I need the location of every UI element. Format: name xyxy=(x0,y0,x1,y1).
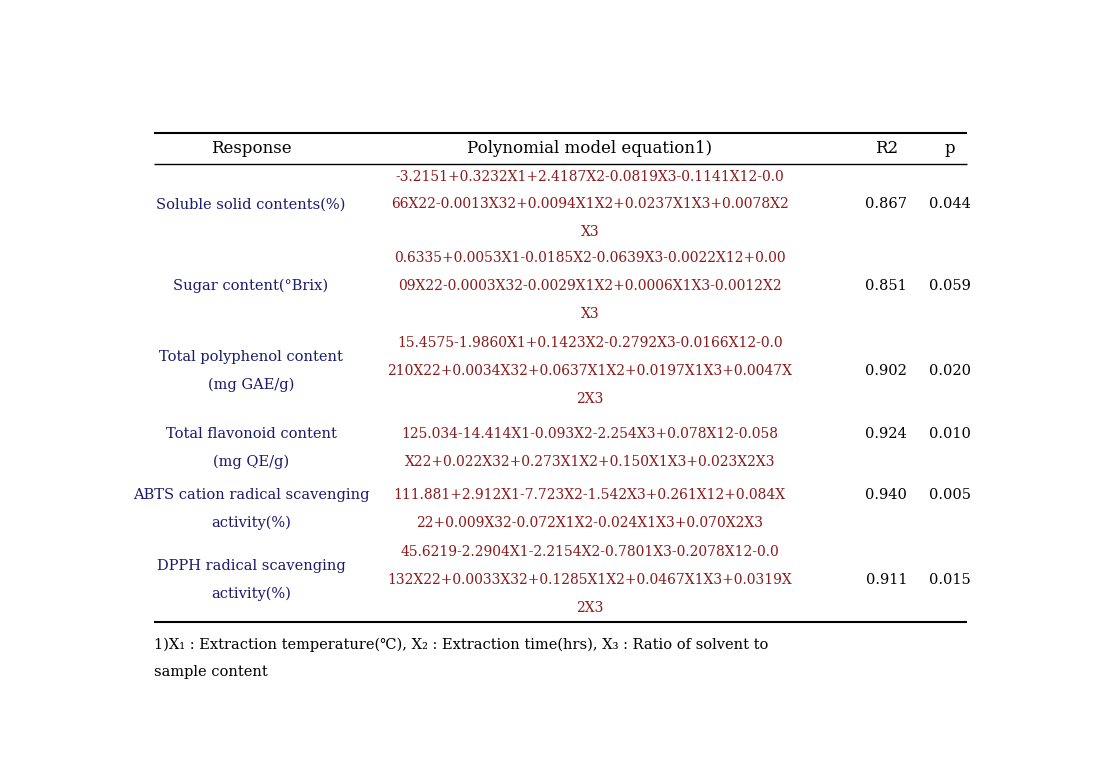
Text: Soluble solid contents(%): Soluble solid contents(%) xyxy=(156,198,345,211)
Text: 0.059: 0.059 xyxy=(929,279,971,293)
Text: Total flavonoid content: Total flavonoid content xyxy=(165,426,337,441)
Text: 22+0.009X32-0.072X1X2-0.024X1X3+0.070X2X3: 22+0.009X32-0.072X1X2-0.024X1X3+0.070X2X… xyxy=(416,516,763,530)
Text: R2: R2 xyxy=(874,140,897,157)
Text: p: p xyxy=(944,140,955,157)
Text: 111.881+2.912X1-7.723X2-1.542X3+0.261X12+0.084X: 111.881+2.912X1-7.723X2-1.542X3+0.261X12… xyxy=(393,488,786,502)
Text: 0.851: 0.851 xyxy=(866,279,907,293)
Text: 0.010: 0.010 xyxy=(929,426,971,441)
Text: 0.005: 0.005 xyxy=(929,488,971,502)
Text: 15.4575-1.9860X1+0.1423X2-0.2792X3-0.0166X12-0.0: 15.4575-1.9860X1+0.1423X2-0.2792X3-0.016… xyxy=(397,336,783,350)
Text: DPPH radical scavenging: DPPH radical scavenging xyxy=(156,559,345,573)
Text: activity(%): activity(%) xyxy=(211,587,291,601)
Text: 09X22-0.0003X32-0.0029X1X2+0.0006X1X3-0.0012X2: 09X22-0.0003X32-0.0029X1X2+0.0006X1X3-0.… xyxy=(398,279,781,293)
Text: (mg QE/g): (mg QE/g) xyxy=(213,455,289,469)
Text: Sugar content(°Brix): Sugar content(°Brix) xyxy=(174,278,329,293)
Text: 2X3: 2X3 xyxy=(576,601,603,615)
Text: Total polyphenol content: Total polyphenol content xyxy=(160,350,343,365)
Text: 0.044: 0.044 xyxy=(929,198,971,211)
Text: X22+0.022X32+0.273X1X2+0.150X1X3+0.023X2X3: X22+0.022X32+0.273X1X2+0.150X1X3+0.023X2… xyxy=(404,455,775,469)
Text: activity(%): activity(%) xyxy=(211,516,291,530)
Text: 66X22-0.0013X32+0.0094X1X2+0.0237X1X3+0.0078X2: 66X22-0.0013X32+0.0094X1X2+0.0237X1X3+0.… xyxy=(391,198,789,211)
Text: ABTS cation radical scavenging: ABTS cation radical scavenging xyxy=(132,488,369,502)
Text: Polynomial model equation1): Polynomial model equation1) xyxy=(467,140,713,157)
Text: sample content: sample content xyxy=(153,665,268,679)
Text: -3.2151+0.3232X1+2.4187X2-0.0819X3-0.1141X12-0.0: -3.2151+0.3232X1+2.4187X2-0.0819X3-0.114… xyxy=(396,169,784,183)
Text: 0.902: 0.902 xyxy=(866,365,907,378)
Text: 0.020: 0.020 xyxy=(929,365,971,378)
Text: 132X22+0.0033X32+0.1285X1X2+0.0467X1X3+0.0319X: 132X22+0.0033X32+0.1285X1X2+0.0467X1X3+0… xyxy=(387,573,792,587)
Text: 0.940: 0.940 xyxy=(866,488,907,502)
Text: 0.6335+0.0053X1-0.0185X2-0.0639X3-0.0022X12+0.00: 0.6335+0.0053X1-0.0185X2-0.0639X3-0.0022… xyxy=(393,251,786,265)
Text: Response: Response xyxy=(211,140,292,157)
Text: 1)X₁ : Extraction temperature(℃), X₂ : Extraction time(hrs), X₃ : Ratio of solve: 1)X₁ : Extraction temperature(℃), X₂ : E… xyxy=(153,637,768,652)
Text: 45.6219-2.2904X1-2.2154X2-0.7801X3-0.2078X12-0.0: 45.6219-2.2904X1-2.2154X2-0.7801X3-0.207… xyxy=(400,546,779,560)
Text: 0.911: 0.911 xyxy=(866,573,907,587)
Text: 0.924: 0.924 xyxy=(866,426,907,441)
Text: (mg GAE/g): (mg GAE/g) xyxy=(208,378,294,392)
Text: 210X22+0.0034X32+0.0637X1X2+0.0197X1X3+0.0047X: 210X22+0.0034X32+0.0637X1X2+0.0197X1X3+0… xyxy=(387,365,792,378)
Text: X3: X3 xyxy=(580,307,599,321)
Text: 0.015: 0.015 xyxy=(929,573,971,587)
Text: X3: X3 xyxy=(580,225,599,239)
Text: 0.867: 0.867 xyxy=(866,198,907,211)
Text: 125.034-14.414X1-0.093X2-2.254X3+0.078X12-0.058: 125.034-14.414X1-0.093X2-2.254X3+0.078X1… xyxy=(401,426,778,441)
Text: 2X3: 2X3 xyxy=(576,392,603,406)
